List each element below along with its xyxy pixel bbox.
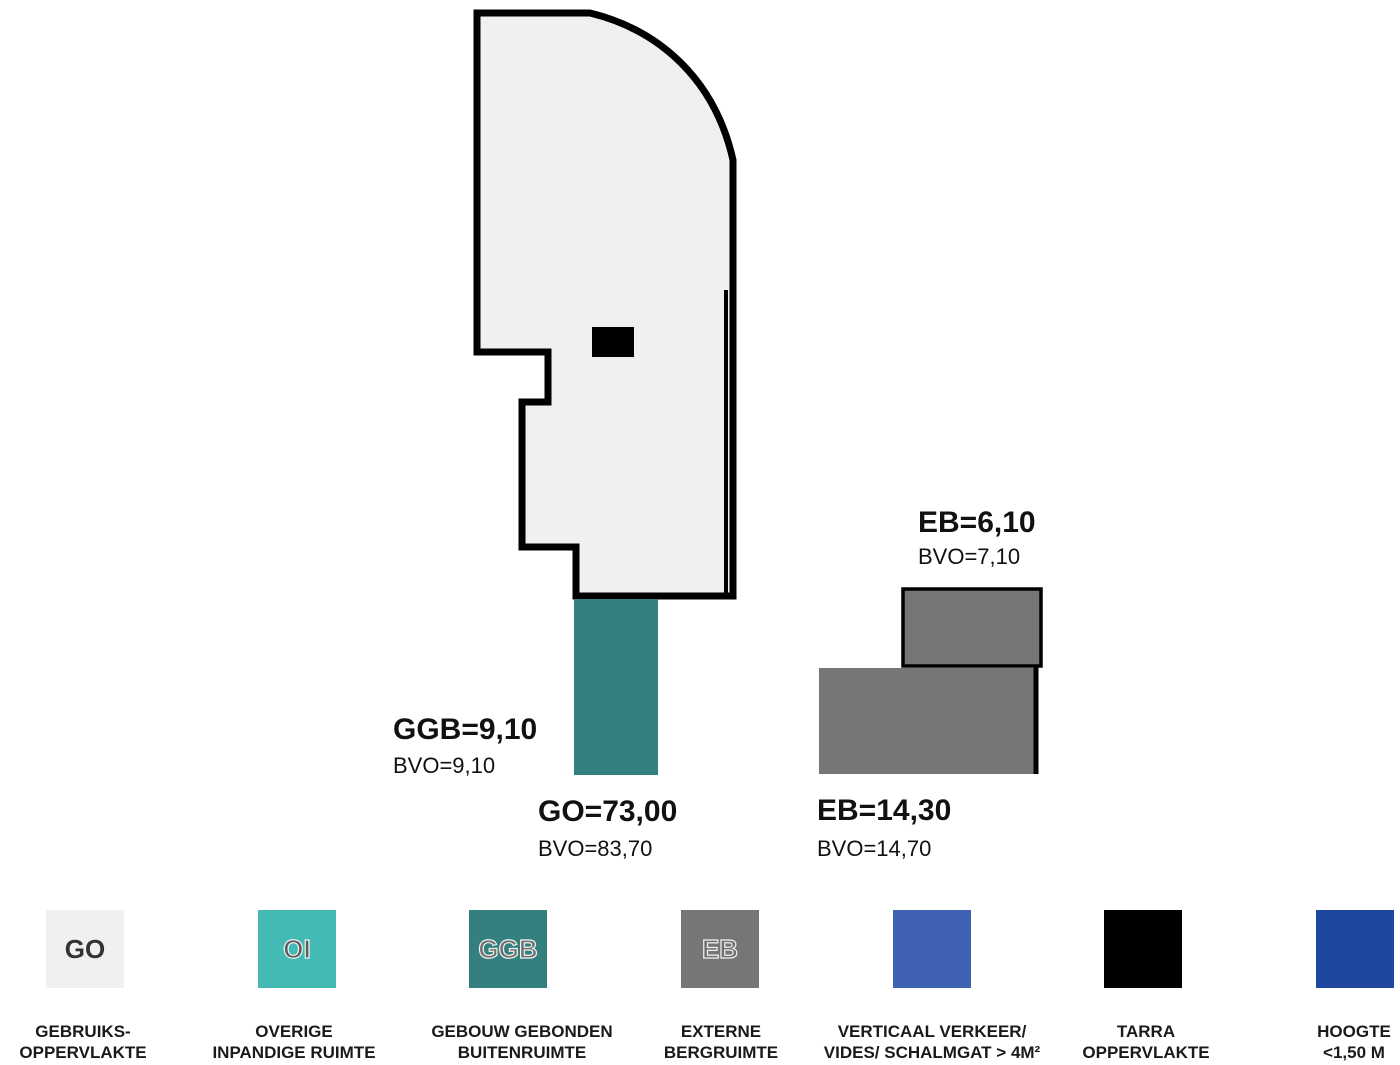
legend-label-go-line1: GEBRUIKS- — [35, 1022, 131, 1041]
eb-small-area-label: EB=6,10 — [918, 506, 1036, 539]
legend-swatch-ggb: GGB — [469, 910, 547, 988]
eb-large-area-label: EB=14,30 — [817, 794, 952, 827]
legend-label-ggb-line2: BUITENRUIMTE — [457, 1043, 587, 1062]
ggb-area-shape — [574, 599, 658, 775]
legend-label-tarra-line1: TARRA — [1116, 1022, 1176, 1041]
legend-label-hoogte-line2: <1,50 M — [1323, 1043, 1385, 1062]
legend-swatch-ggb-text: GGB — [478, 933, 538, 964]
legend-label-tarra: TARRA OPPERVLAKTE — [1026, 1021, 1266, 1063]
legend-label-verticaal: VERTICAAL VERKEER/ VIDES/ SCHALMGAT > 4M… — [812, 1021, 1052, 1063]
legend-swatch-verticaal — [893, 910, 971, 988]
go-area-shape — [473, 9, 737, 600]
eb-small-bvo-label: BVO=7,10 — [918, 544, 1021, 569]
legend-label-ggb: GEBOUW GEBONDEN BUITENRUIMTE — [402, 1021, 642, 1063]
legend-label-oi-line1: OVERIGE — [255, 1022, 333, 1041]
ggb-area-label: GGB=9,10 — [393, 713, 538, 746]
legend-label-hoogte: HOOGTE <1,50 M — [1234, 1021, 1400, 1063]
floor-plan-drawing — [473, 9, 1043, 775]
tarra-block — [592, 327, 634, 357]
legend-swatch-hoogte — [1316, 910, 1394, 988]
legend-swatch-eb-text: EB — [701, 933, 739, 964]
legend-label-go-line2: OPPERVLAKTE — [19, 1043, 147, 1062]
legend-label-eb: EXTERNE BERGRUIMTE — [601, 1021, 841, 1063]
legend-label-oi-line2: INPANDIGE RUIMTE — [212, 1043, 376, 1062]
legend-label-ggb-line1: GEBOUW GEBONDEN — [431, 1022, 613, 1041]
legend-swatch-oi-text: OI — [283, 933, 312, 964]
eb-large-shape — [819, 668, 1037, 774]
ggb-bvo-label: BVO=9,10 — [393, 753, 496, 778]
legend-swatch-go: GO — [46, 910, 124, 988]
legend-label-go: GEBRUIKS- OPPERVLAKTE — [0, 1021, 203, 1063]
legend-label-verticaal-line2: VIDES/ SCHALMGAT > 4M² — [823, 1043, 1041, 1062]
legend-label-hoogte-line1: HOOGTE — [1317, 1022, 1391, 1041]
legend-swatch-eb: EB — [681, 910, 759, 988]
eb-small-shape — [901, 587, 1043, 668]
legend-label-eb-line1: EXTERNE — [680, 1022, 762, 1041]
legend-label-eb-line2: BERGRUIMTE — [663, 1043, 779, 1062]
eb-large-bvo-label: BVO=14,70 — [817, 836, 932, 861]
legend-label-verticaal-line1: VERTICAAL VERKEER/ — [837, 1022, 1027, 1041]
legend-label-tarra-line2: OPPERVLAKTE — [1082, 1043, 1210, 1062]
legend-swatch-tarra — [1104, 910, 1182, 988]
go-area-label: GO=73,00 — [538, 795, 678, 828]
legend-label-oi: OVERIGE INPANDIGE RUIMTE — [174, 1021, 414, 1063]
legend-swatch-go-text: GO — [64, 933, 106, 964]
legend-swatch-oi: OI — [258, 910, 336, 988]
go-bvo-label: BVO=83,70 — [538, 836, 653, 861]
